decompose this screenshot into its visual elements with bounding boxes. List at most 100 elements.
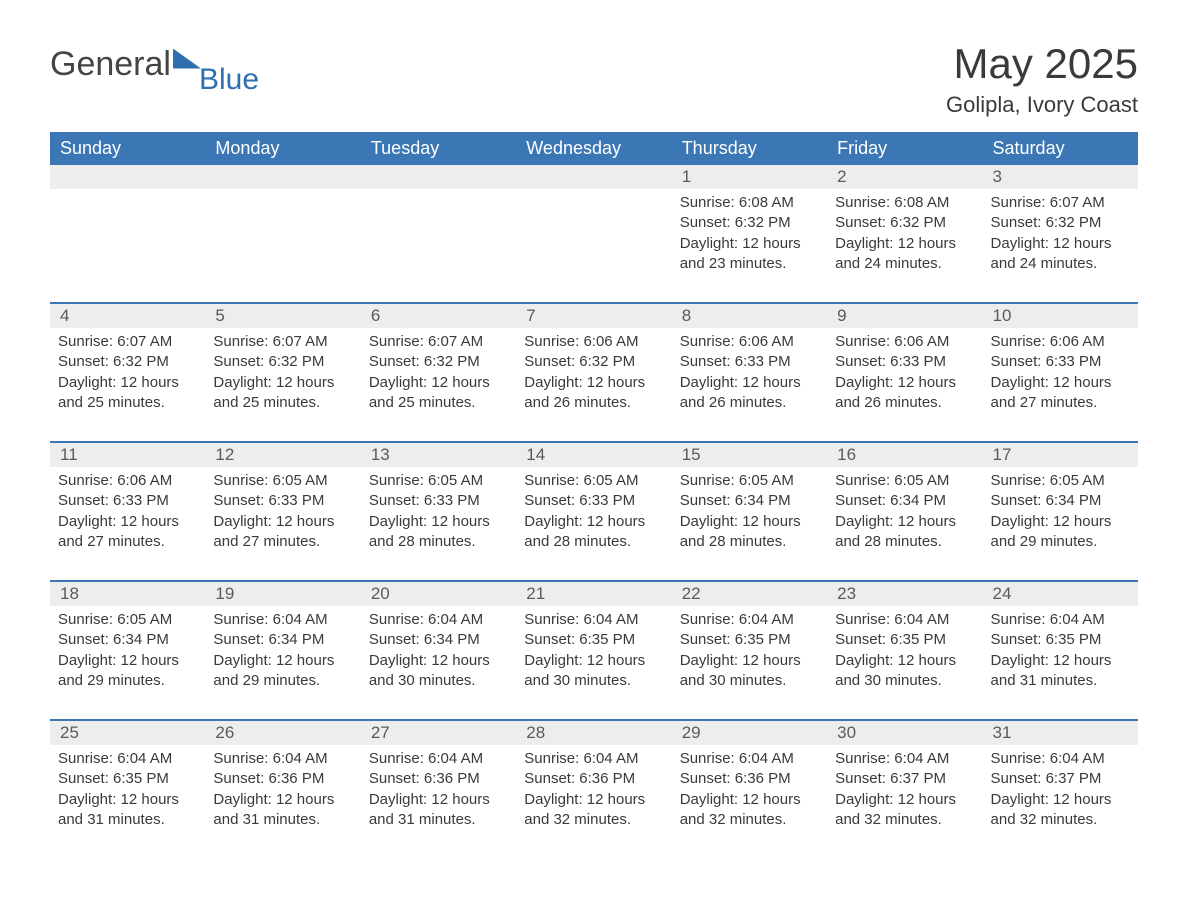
day-cell: Sunrise: 6:06 AMSunset: 6:33 PMDaylight:… (983, 328, 1138, 442)
day-number-value: 5 (215, 306, 224, 325)
daylight-line: Daylight: 12 hours and 23 minutes. (680, 234, 819, 275)
sunrise-line: Sunrise: 6:05 AM (369, 471, 508, 491)
day-number-value: 24 (993, 584, 1012, 603)
day-cell: Sunrise: 6:07 AMSunset: 6:32 PMDaylight:… (50, 328, 205, 442)
day-cell: Sunrise: 6:05 AMSunset: 6:34 PMDaylight:… (983, 467, 1138, 581)
day-number: 9 (827, 303, 982, 328)
day-number: 16 (827, 442, 982, 467)
weekday-header-row: Sunday Monday Tuesday Wednesday Thursday… (50, 132, 1138, 165)
daylight-line: Daylight: 12 hours and 29 minutes. (213, 651, 352, 692)
sunrise-line: Sunrise: 6:04 AM (369, 749, 508, 769)
daylight-line: Daylight: 12 hours and 26 minutes. (835, 373, 974, 414)
weekday-header: Saturday (983, 132, 1138, 165)
day-cell: Sunrise: 6:04 AMSunset: 6:35 PMDaylight:… (983, 606, 1138, 720)
sunset-line: Sunset: 6:34 PM (991, 491, 1130, 511)
daylight-line: Daylight: 12 hours and 31 minutes. (213, 790, 352, 831)
day-cell: Sunrise: 6:04 AMSunset: 6:37 PMDaylight:… (827, 745, 982, 858)
empty-day (50, 189, 205, 303)
daylight-line: Daylight: 12 hours and 29 minutes. (58, 651, 197, 692)
sunrise-line: Sunrise: 6:04 AM (680, 610, 819, 630)
day-number-value: 20 (371, 584, 390, 603)
day-number: 21 (516, 581, 671, 606)
day-number-value: 28 (526, 723, 545, 742)
day-number: 13 (361, 442, 516, 467)
day-cell: Sunrise: 6:08 AMSunset: 6:32 PMDaylight:… (827, 189, 982, 303)
day-number: 25 (50, 720, 205, 745)
sunrise-line: Sunrise: 6:07 AM (369, 332, 508, 352)
day-cell: Sunrise: 6:04 AMSunset: 6:36 PMDaylight:… (672, 745, 827, 858)
sunset-line: Sunset: 6:35 PM (524, 630, 663, 650)
day-cell: Sunrise: 6:05 AMSunset: 6:34 PMDaylight:… (50, 606, 205, 720)
sunset-line: Sunset: 6:32 PM (213, 352, 352, 372)
sunset-line: Sunset: 6:32 PM (991, 213, 1130, 233)
day-detail-row: Sunrise: 6:04 AMSunset: 6:35 PMDaylight:… (50, 745, 1138, 858)
sunset-line: Sunset: 6:36 PM (680, 769, 819, 789)
day-cell: Sunrise: 6:05 AMSunset: 6:34 PMDaylight:… (827, 467, 982, 581)
daylight-line: Daylight: 12 hours and 31 minutes. (991, 651, 1130, 692)
day-detail-row: Sunrise: 6:08 AM Sunset: 6:32 PM Daylight:… (50, 189, 1138, 303)
day-cell: Sunrise: 6:04 AMSunset: 6:35 PMDaylight:… (50, 745, 205, 858)
sunrise-line: Sunrise: 6:04 AM (991, 749, 1130, 769)
daylight-line: Daylight: 12 hours and 25 minutes. (58, 373, 197, 414)
sunset-line: Sunset: 6:32 PM (524, 352, 663, 372)
sunrise-line: Sunrise: 6:06 AM (991, 332, 1130, 352)
day-number: 5 (205, 303, 360, 328)
sunrise-line: Sunrise: 6:06 AM (524, 332, 663, 352)
day-number-value: 3 (993, 167, 1002, 186)
day-number: 30 (827, 720, 982, 745)
sunrise-line: Sunrise: 6:04 AM (213, 749, 352, 769)
page-header: General Blue May 2025 (50, 40, 1138, 88)
day-number: 10 (983, 303, 1138, 328)
daylight-line: Daylight: 12 hours and 27 minutes. (58, 512, 197, 553)
day-number-value: 15 (682, 445, 701, 464)
day-number: 11 (50, 442, 205, 467)
daylight-line: Daylight: 12 hours and 26 minutes. (524, 373, 663, 414)
day-cell: Sunrise: 6:05 AMSunset: 6:33 PMDaylight:… (516, 467, 671, 581)
sunrise-line: Sunrise: 6:05 AM (213, 471, 352, 491)
sunrise-line: Sunrise: 6:05 AM (58, 610, 197, 630)
daylight-line: Daylight: 12 hours and 32 minutes. (524, 790, 663, 831)
day-cell: Sunrise: 6:04 AMSunset: 6:35 PMDaylight:… (672, 606, 827, 720)
sunrise-line: Sunrise: 6:08 AM (835, 193, 974, 213)
sunset-line: Sunset: 6:33 PM (680, 352, 819, 372)
day-cell: Sunrise: 6:04 AMSunset: 6:34 PMDaylight:… (205, 606, 360, 720)
sunset-line: Sunset: 6:36 PM (524, 769, 663, 789)
logo-word-blue: Blue (199, 63, 259, 97)
day-number: 12 (205, 442, 360, 467)
weekday-header: Sunday (50, 132, 205, 165)
day-number-value: 26 (215, 723, 234, 742)
sunset-line: Sunset: 6:35 PM (991, 630, 1130, 650)
daylight-line: Daylight: 12 hours and 31 minutes. (58, 790, 197, 831)
day-number: 22 (672, 581, 827, 606)
sunset-line: Sunset: 6:33 PM (369, 491, 508, 511)
sunset-line: Sunset: 6:32 PM (369, 352, 508, 372)
day-number-value: 4 (60, 306, 69, 325)
sunrise-line: Sunrise: 6:06 AM (58, 471, 197, 491)
day-number-value: 9 (837, 306, 846, 325)
day-number-value: 12 (215, 445, 234, 464)
sunset-line: Sunset: 6:35 PM (835, 630, 974, 650)
day-number-value: 21 (526, 584, 545, 603)
weekday-header: Wednesday (516, 132, 671, 165)
day-number-value: 22 (682, 584, 701, 603)
day-number-value: 30 (837, 723, 856, 742)
daylight-line: Daylight: 12 hours and 28 minutes. (524, 512, 663, 553)
sunset-line: Sunset: 6:33 PM (58, 491, 197, 511)
sunrise-line: Sunrise: 6:05 AM (835, 471, 974, 491)
sunrise-line: Sunrise: 6:05 AM (991, 471, 1130, 491)
sunset-line: Sunset: 6:34 PM (835, 491, 974, 511)
day-number: 27 (361, 720, 516, 745)
day-number: 23 (827, 581, 982, 606)
day-number-row: 25262728293031 (50, 720, 1138, 745)
sunrise-line: Sunrise: 6:05 AM (524, 471, 663, 491)
sunset-line: Sunset: 6:35 PM (58, 769, 197, 789)
empty-day (516, 189, 671, 303)
day-cell: Sunrise: 6:04 AMSunset: 6:36 PMDaylight:… (516, 745, 671, 858)
sunset-line: Sunset: 6:36 PM (213, 769, 352, 789)
day-number: 4 (50, 303, 205, 328)
daylight-line: Daylight: 12 hours and 25 minutes. (369, 373, 508, 414)
day-number: 20 (361, 581, 516, 606)
day-cell: Sunrise: 6:08 AMSunset: 6:32 PMDaylight:… (672, 189, 827, 303)
daylight-line: Daylight: 12 hours and 30 minutes. (524, 651, 663, 692)
sunset-line: Sunset: 6:37 PM (835, 769, 974, 789)
